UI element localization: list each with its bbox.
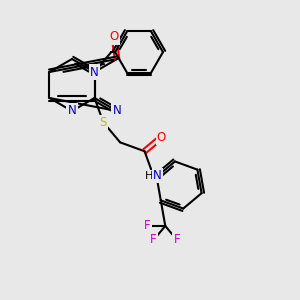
Text: O: O xyxy=(110,30,119,44)
Text: S: S xyxy=(100,116,107,129)
Text: F: F xyxy=(174,233,180,246)
Text: H: H xyxy=(145,171,154,181)
Text: O: O xyxy=(157,130,166,143)
Text: F: F xyxy=(144,220,150,232)
Text: N: N xyxy=(153,169,162,182)
Text: N: N xyxy=(68,104,76,118)
Text: N: N xyxy=(90,65,99,79)
Text: N: N xyxy=(113,104,122,118)
Text: F: F xyxy=(150,233,157,246)
